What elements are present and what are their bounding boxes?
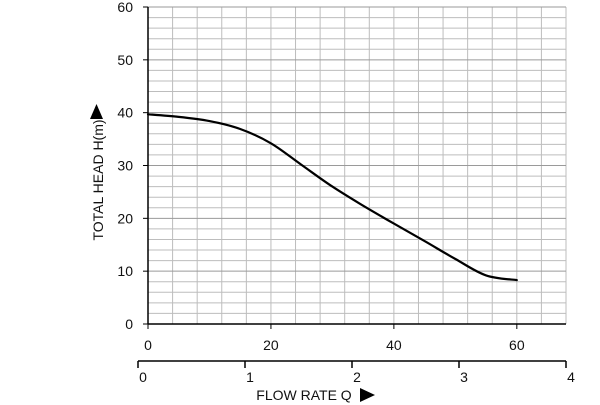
grid-major-horizontal <box>148 6 566 272</box>
x-axis-arrow-icon <box>360 388 375 402</box>
y-tick-label: 30 <box>117 158 133 174</box>
x-tick-label: 40 <box>386 337 402 353</box>
secondary-tick-label: 2 <box>353 369 361 385</box>
secondary-tick-label: 0 <box>139 369 147 385</box>
y-axis-title: TOTAL HEAD H(m) <box>90 119 106 240</box>
x-tick-label: 0 <box>144 337 152 353</box>
head-curve <box>146 113 518 282</box>
y-tick-label: 0 <box>125 316 133 332</box>
secondary-tick-label: 3 <box>460 369 468 385</box>
x-tick-labels: 0 20 40 60 <box>144 324 525 353</box>
y-tick-label: 40 <box>117 105 133 121</box>
y-axis-arrow-icon <box>90 104 103 119</box>
x-tick-label: 20 <box>263 337 279 353</box>
grid-minor-horizontal <box>148 17 566 314</box>
series-line <box>146 113 518 282</box>
y-tick-label: 50 <box>117 52 133 68</box>
y-tick-label: 10 <box>117 263 133 279</box>
secondary-tick-label: 1 <box>246 369 254 385</box>
grid <box>148 6 567 324</box>
secondary-x-axis: 0 1 2 3 4 <box>137 360 575 385</box>
y-tick-label: 60 <box>117 0 133 15</box>
x-tick-label: 60 <box>509 337 525 353</box>
x-axis-title: FLOW RATE Q <box>256 387 352 403</box>
y-tick-label: 20 <box>117 210 133 226</box>
secondary-tick-label: 4 <box>567 369 575 385</box>
y-tick-labels: 0 10 20 30 40 50 60 <box>117 0 148 332</box>
